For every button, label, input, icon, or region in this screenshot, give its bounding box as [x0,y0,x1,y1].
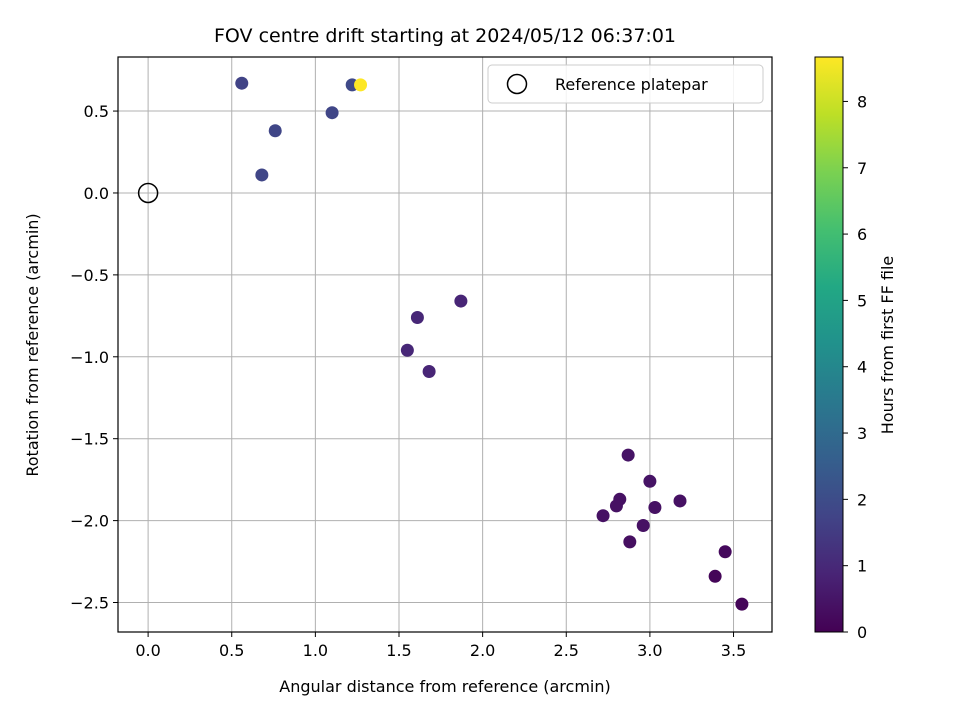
colorbar-gradient [814,56,844,633]
colorbar-tick-label: 7 [857,159,867,178]
x-tick-label: 0.5 [219,641,244,660]
colorbar-ticks: 0 1 2 3 4 5 6 7 8 [843,92,867,642]
data-point [400,343,414,357]
x-tick-label: 0.0 [135,641,160,660]
colorbar-tick-label: 3 [857,424,867,443]
x-tick-label: 3.0 [637,641,662,660]
data-point [643,474,657,488]
data-point [735,597,749,611]
plot-area: 0.0 0.5 1.0 1.5 2.0 2.5 3.0 3.5 0.5 0.0 −0.5 −1.0 −… [70,56,773,660]
y-tick-label: 0.0 [84,184,109,203]
data-point [268,124,282,138]
y-tick-label: −2.0 [70,512,109,531]
plot-background [118,57,772,632]
colorbar-label: Hours from first FF file [878,256,897,435]
x-tick-label: 1.5 [386,641,411,660]
grid-lines [118,57,772,632]
colorbar-tick-label: 4 [857,358,867,377]
legend: Reference platepar [487,64,764,104]
data-point [354,78,368,92]
x-axis-ticks: 0.0 0.5 1.0 1.5 2.0 2.5 3.0 3.5 [135,632,746,660]
data-point [454,294,468,308]
y-tick-label: 0.5 [84,102,109,121]
data-point [235,76,249,90]
reference-marker [137,182,159,204]
data-point [708,569,722,583]
data-point [255,168,269,182]
data-points [137,76,749,611]
colorbar-tick-label: 8 [857,92,867,111]
data-point [718,545,732,559]
data-point [325,106,339,120]
legend-marker [506,73,528,95]
data-point [623,535,637,549]
colorbar-tick-label: 5 [857,291,867,310]
data-point [648,500,662,514]
y-axis-label: Rotation from reference (arcmin) [23,213,42,476]
plot-frame [117,56,773,633]
data-point [609,499,623,513]
x-axis-label: Angular distance from reference (arcmin) [279,677,610,696]
chart-title: FOV centre drift starting at 2024/05/12 … [214,25,676,47]
y-tick-label: −1.0 [70,348,109,367]
x-tick-label: 2.0 [470,641,495,660]
data-point [596,509,610,523]
y-axis-ticks: 0.5 0.0 −0.5 −1.0 −1.5 −2.0 −2.5 [70,102,118,613]
data-point [621,448,635,462]
data-point [673,494,687,508]
legend-entry: Reference platepar [555,75,708,94]
colorbar-tick-label: 2 [857,490,867,509]
data-point [422,365,436,379]
x-tick-label: 3.5 [721,641,746,660]
colorbar-tick-label: 6 [857,225,867,244]
x-tick-label: 2.5 [554,641,579,660]
colorbar-tick-label: 1 [857,557,867,576]
colorbar-tick-label: 0 [857,623,867,642]
colorbar: 0 1 2 3 4 5 6 7 8 Hours from first FF file [814,56,897,642]
x-tick-label: 1.0 [303,641,328,660]
legend-box [487,64,764,104]
data-point [410,310,424,324]
data-point [636,519,650,533]
y-tick-label: −2.5 [70,594,109,613]
y-tick-label: −1.5 [70,430,109,449]
y-tick-label: −0.5 [70,266,109,285]
